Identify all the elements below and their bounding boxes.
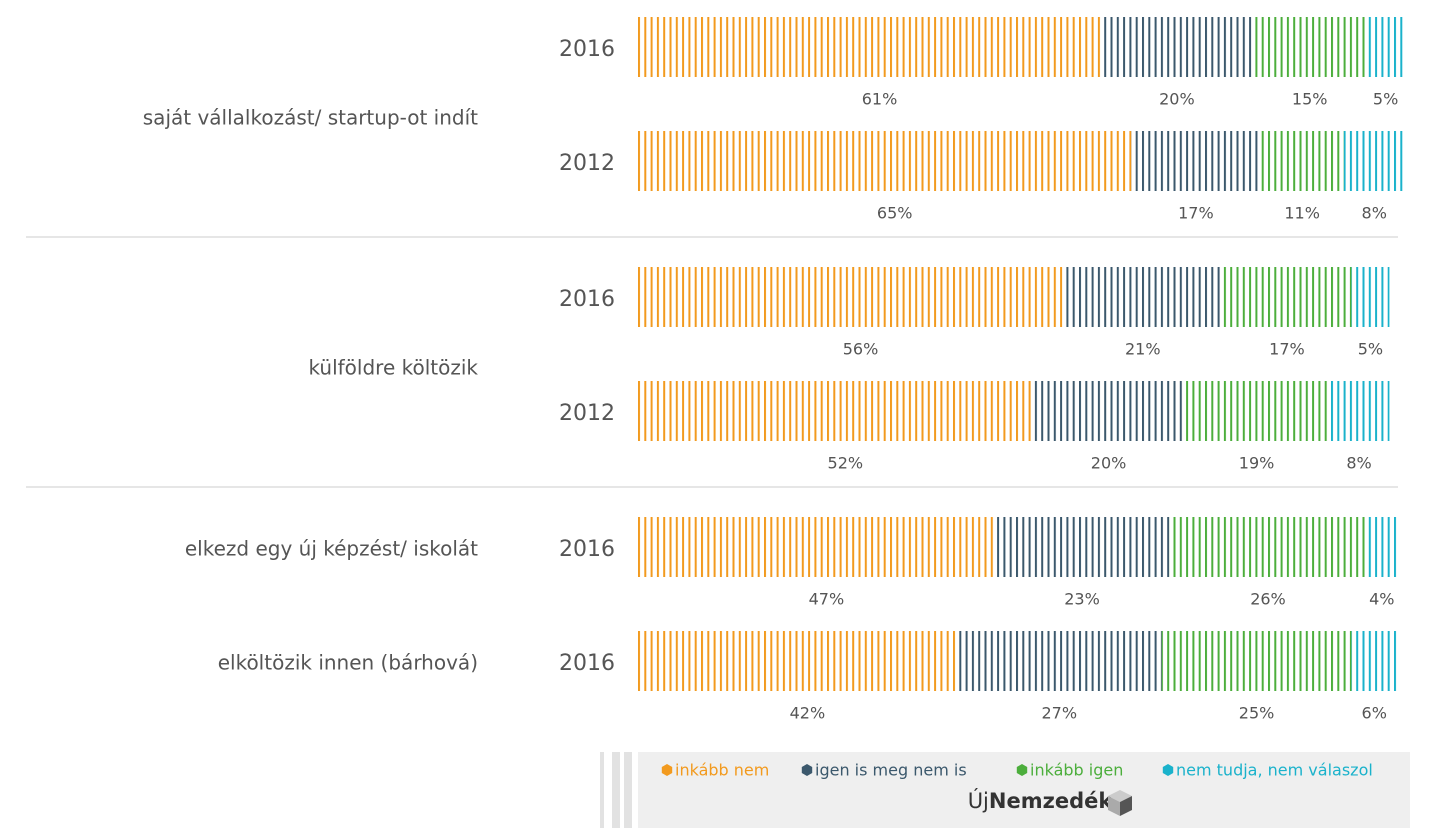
year-label: 2016 xyxy=(559,537,615,562)
bar-segment xyxy=(1351,631,1397,691)
bar-segment xyxy=(1131,131,1261,191)
legend-stripe xyxy=(624,752,632,828)
bar-segment xyxy=(1328,381,1390,441)
value-label: 65% xyxy=(877,204,913,223)
year-label: 2016 xyxy=(559,287,615,312)
legend-label: nem tudja, nem válaszol xyxy=(1176,761,1373,780)
value-label: 20% xyxy=(1091,454,1127,473)
bar-segment xyxy=(638,381,1033,441)
bar-segment xyxy=(1100,17,1253,77)
bar-segment xyxy=(994,517,1170,577)
value-label: 8% xyxy=(1362,204,1387,223)
value-label: 20% xyxy=(1159,90,1195,109)
logo-icon xyxy=(1108,790,1132,816)
value-label: 8% xyxy=(1346,454,1371,473)
bar-segment xyxy=(638,267,1064,327)
year-label: 2016 xyxy=(559,37,615,62)
bar-segment xyxy=(1184,381,1329,441)
group-label: saját vállalkozást/ startup-ot indít xyxy=(143,106,478,130)
value-label: 19% xyxy=(1239,454,1275,473)
bar-segment xyxy=(1366,17,1405,77)
source-logo: ÚjNemzedék xyxy=(968,788,1114,813)
value-label: 47% xyxy=(809,590,845,609)
legend-box xyxy=(638,752,1410,828)
bar-segment xyxy=(638,17,1101,77)
value-label: 17% xyxy=(1178,204,1214,223)
year-label: 2012 xyxy=(559,151,615,176)
legend-marker xyxy=(801,764,813,776)
year-label: 2012 xyxy=(559,401,615,426)
legend-label: igen is meg nem is xyxy=(815,761,967,780)
legend-label: inkább igen xyxy=(1030,761,1123,780)
value-label: 56% xyxy=(843,340,879,359)
legend-marker xyxy=(1162,764,1174,776)
value-label: 26% xyxy=(1250,590,1286,609)
group-label: külföldre költözik xyxy=(308,356,478,380)
value-label: 21% xyxy=(1125,340,1161,359)
legend-label: inkább nem xyxy=(675,761,769,780)
bar-segment xyxy=(1063,267,1223,327)
value-label: 4% xyxy=(1369,590,1394,609)
value-label: 15% xyxy=(1292,90,1328,109)
value-label: 5% xyxy=(1373,90,1398,109)
legend-marker xyxy=(661,764,673,776)
legend-marker xyxy=(1016,764,1028,776)
value-label: 27% xyxy=(1041,704,1077,723)
bar-segment xyxy=(1366,517,1397,577)
value-label: 5% xyxy=(1358,340,1383,359)
bar-segment xyxy=(1351,267,1390,327)
value-label: 61% xyxy=(862,90,898,109)
bar-segment xyxy=(1343,131,1405,191)
value-label: 17% xyxy=(1269,340,1305,359)
bar-segment xyxy=(638,517,995,577)
value-label: 23% xyxy=(1064,590,1100,609)
bar-segment xyxy=(638,131,1132,191)
bar-segment xyxy=(638,631,957,691)
bar-segment xyxy=(1169,517,1367,577)
value-label: 42% xyxy=(790,704,826,723)
bar-segment xyxy=(1252,17,1367,77)
bar-segment xyxy=(1260,131,1344,191)
value-label: 52% xyxy=(828,454,864,473)
legend-stripe xyxy=(612,752,620,828)
value-label: 25% xyxy=(1239,704,1275,723)
group-label: elkezd egy új képzést/ iskolát xyxy=(185,537,478,561)
bar-segment xyxy=(1032,381,1185,441)
group-label: elköltözik innen (bárhová) xyxy=(218,651,478,675)
bar-segment xyxy=(956,631,1162,691)
bar-segment xyxy=(1222,267,1352,327)
value-label: 11% xyxy=(1284,204,1320,223)
legend-stripe xyxy=(600,752,604,828)
bar-segment xyxy=(1161,631,1352,691)
value-label: 6% xyxy=(1362,704,1387,723)
year-label: 2016 xyxy=(559,651,615,676)
